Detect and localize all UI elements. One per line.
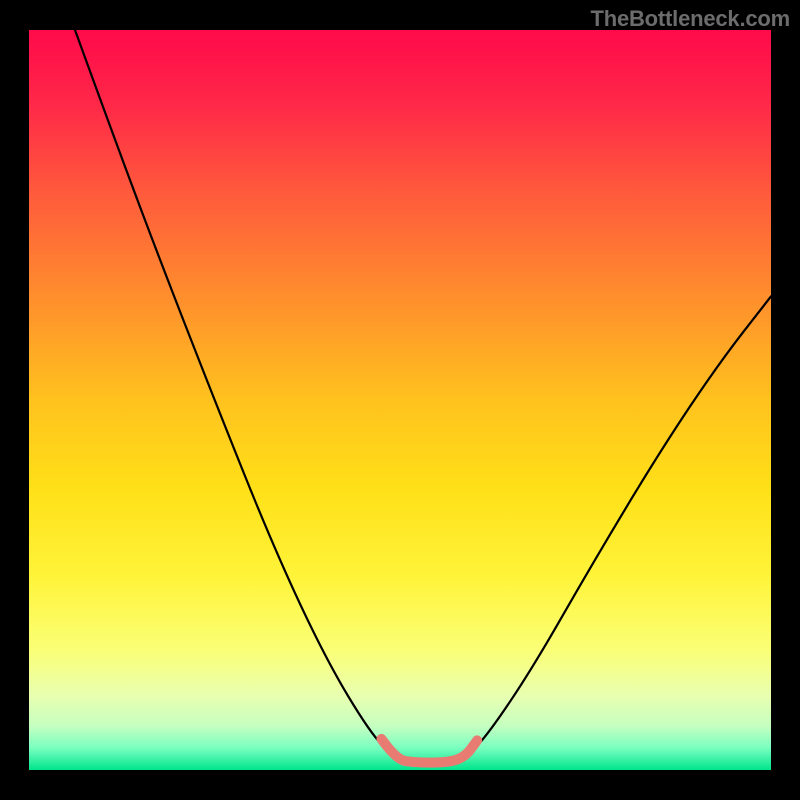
plot-svg bbox=[29, 30, 771, 770]
watermark-text: TheBottleneck.com bbox=[590, 6, 790, 32]
gradient-background bbox=[29, 30, 771, 770]
chart-container: TheBottleneck.com bbox=[0, 0, 800, 800]
plot-area bbox=[29, 30, 771, 770]
